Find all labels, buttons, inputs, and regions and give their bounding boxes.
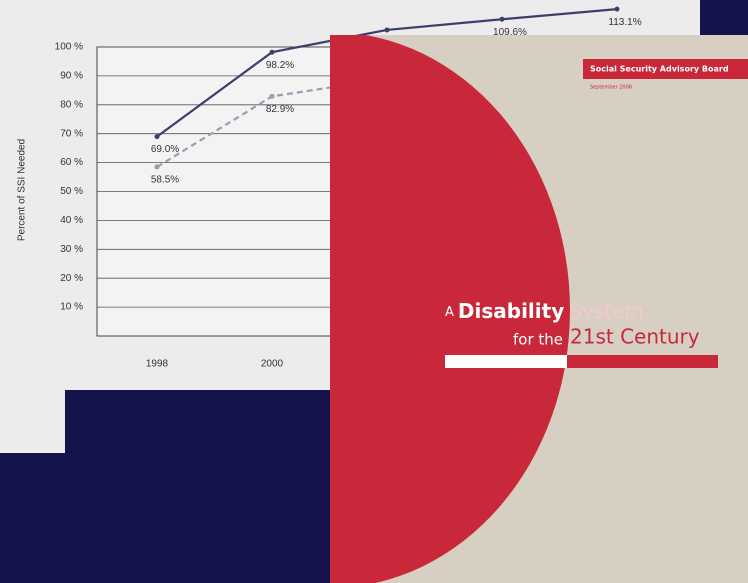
data-label: 58.5% [151, 175, 179, 186]
data-point [269, 49, 275, 55]
x-tick-label: 1998 [146, 359, 169, 370]
title-a: A [445, 305, 454, 320]
data-point [384, 27, 390, 33]
data-label: 82.9% [266, 104, 294, 115]
data-point [154, 164, 160, 170]
data-label: 98.2% [266, 60, 294, 71]
y-axis-label: Percent of SSI Needed [17, 139, 28, 241]
report-cover: Social Security Advisory Board September… [330, 35, 748, 583]
y-tick-label: 100 % [55, 42, 83, 53]
data-point [614, 6, 620, 12]
red-bar [567, 355, 718, 368]
y-tick-label: 60 % [60, 157, 83, 168]
y-tick-label: 10 % [60, 302, 83, 313]
cover-title-for: for the [513, 331, 563, 349]
y-tick-label: 40 % [60, 215, 83, 226]
data-point [499, 16, 505, 22]
x-tick-label: 2000 [261, 359, 284, 370]
cover-title-line1: A Disability System [445, 299, 644, 323]
y-tick-label: 80 % [60, 99, 83, 110]
data-point [154, 134, 160, 140]
board-name: Social Security Advisory Board [590, 65, 729, 74]
y-tick-label: 20 % [60, 273, 83, 284]
cover-date: September 2006 [590, 85, 632, 91]
y-tick-label: 30 % [60, 244, 83, 255]
data-point [269, 93, 275, 99]
y-tick-label: 90 % [60, 71, 83, 82]
title-system: System [569, 299, 644, 323]
y-tick-label: 50 % [60, 186, 83, 197]
y-tick-label: 70 % [60, 128, 83, 139]
red-circle [330, 35, 570, 583]
data-label: 69.0% [151, 144, 179, 155]
data-label: 109.6% [493, 27, 527, 38]
cover-title-century: 21st Century [570, 325, 700, 349]
title-disability: Disability [458, 299, 564, 323]
board-box [583, 59, 748, 79]
white-bar [445, 355, 567, 368]
data-label: 113.1% [608, 17, 641, 28]
